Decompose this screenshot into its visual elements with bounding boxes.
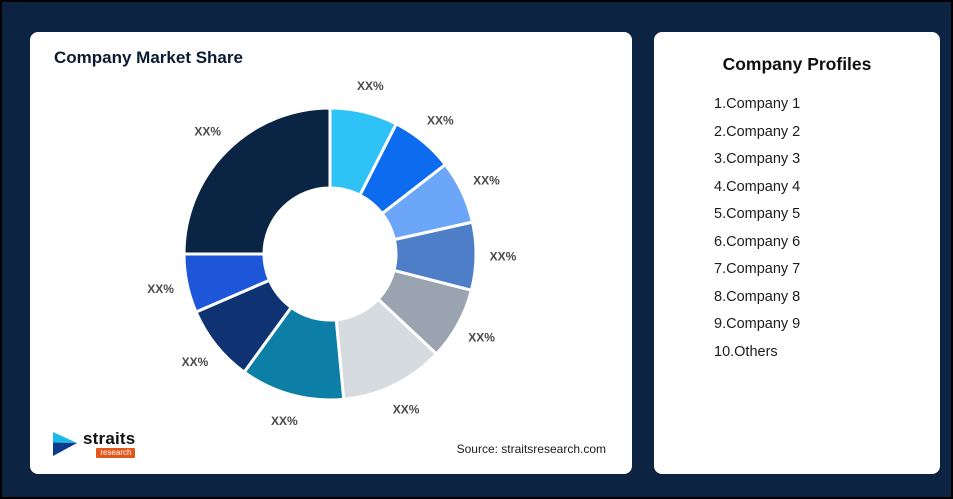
list-item: 3.Company 3 xyxy=(714,151,801,167)
list-item: 6.Company 6 xyxy=(714,233,801,250)
list-item: 10.Others xyxy=(714,343,778,360)
list-item: 2.Company 2 xyxy=(714,123,801,140)
list-item: 9.Company 9 xyxy=(714,316,801,332)
source-text: Source: straitsresearch.com xyxy=(456,442,606,456)
list-item: 5.Company 5 xyxy=(714,206,801,222)
logo-sub: research xyxy=(96,448,136,458)
list-item: 1.Company 1 xyxy=(714,96,801,112)
donut-segment xyxy=(182,106,332,256)
slice-label: XX% xyxy=(194,125,221,139)
market-share-card: Company Market Share XX% XX% XX% XX% XX% XX% X… xyxy=(30,32,632,474)
slice-label: XX% xyxy=(427,114,454,128)
straits-logo-icon xyxy=(53,432,77,456)
logo-text: straits research xyxy=(83,429,136,458)
company-list: 1.Company 1 2.Company 2 3.Company 3 4.Co… xyxy=(654,91,940,366)
chart-title: Company Market Share xyxy=(54,48,243,67)
slice-label: XX% xyxy=(147,282,174,296)
slice-label: XX% xyxy=(473,173,500,187)
list-item: 8.Company 8 xyxy=(714,288,801,305)
slice-label: XX% xyxy=(393,402,420,416)
list-item: 4.Company 4 xyxy=(714,178,801,195)
straits-logo: straits research xyxy=(52,429,136,458)
slice-label: XX% xyxy=(468,330,495,344)
slice-label: XX% xyxy=(182,355,209,369)
slice-label: XX% xyxy=(271,414,298,428)
profiles-title: Company Profiles xyxy=(722,54,872,74)
list-item: 7.Company 7 xyxy=(714,261,801,277)
logo-brand: straits xyxy=(83,429,136,448)
donut-chart: XX% XX% XX% XX% XX% XX% XX% XX% XX% XX% xyxy=(147,79,517,428)
slice-label: XX% xyxy=(490,250,517,264)
company-profiles-card: Company Profiles 1.Company 1 2.Company 2… xyxy=(654,32,940,474)
slice-label: XX% xyxy=(357,79,384,93)
